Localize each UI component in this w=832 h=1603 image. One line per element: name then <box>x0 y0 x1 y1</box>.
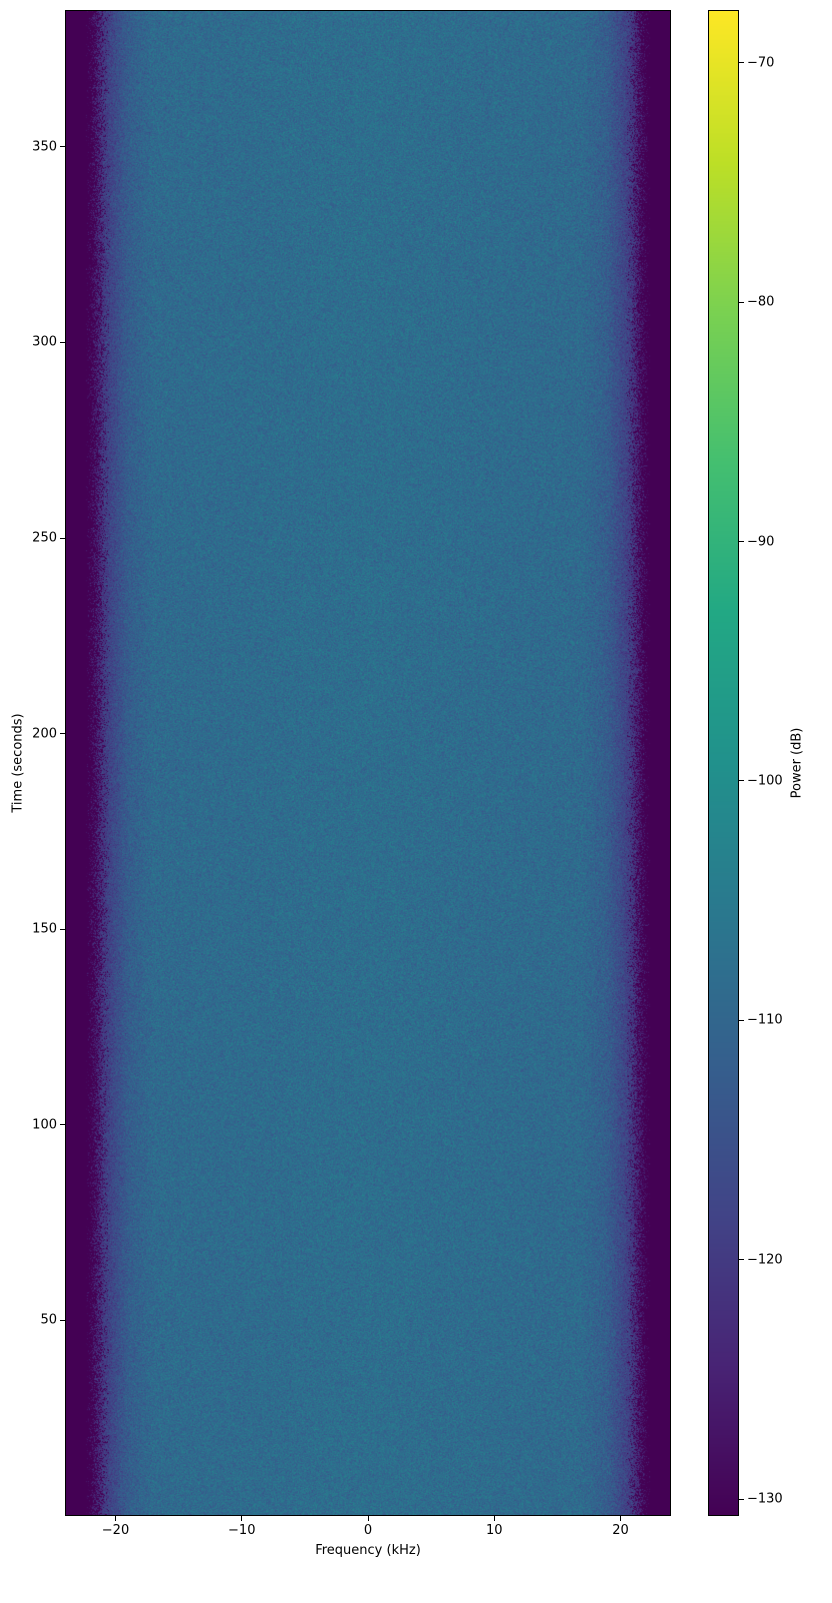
y-tick-label: 300 <box>32 335 57 350</box>
spectrogram-image <box>66 11 670 1515</box>
colorbar-tick-label: −100 <box>747 773 783 788</box>
y-tick <box>60 1124 65 1125</box>
colorbar-tick <box>739 302 744 303</box>
y-tick <box>60 1320 65 1321</box>
x-tick-label: 0 <box>364 1523 372 1538</box>
y-tick <box>60 342 65 343</box>
x-axis-label: Frequency (kHz) <box>315 1543 421 1558</box>
x-tick <box>115 1516 116 1521</box>
y-tick <box>60 733 65 734</box>
y-tick-label: 250 <box>32 531 57 546</box>
colorbar-tick-label: −120 <box>747 1252 783 1267</box>
colorbar-tick <box>739 1499 744 1500</box>
colorbar-tick <box>739 62 744 63</box>
colorbar-tick-label: −130 <box>747 1492 783 1507</box>
y-tick-label: 100 <box>32 1117 57 1132</box>
y-tick-label: 350 <box>32 139 57 154</box>
colorbar <box>708 10 739 1516</box>
colorbar-tick-label: −110 <box>747 1013 783 1028</box>
colorbar-tick-label: −90 <box>747 534 774 549</box>
y-tick <box>60 146 65 147</box>
colorbar-tick <box>739 541 744 542</box>
x-tick-label: −20 <box>102 1523 129 1538</box>
spectrogram-plot-area <box>65 10 671 1516</box>
y-tick-label: 150 <box>32 922 57 937</box>
x-tick <box>241 1516 242 1521</box>
colorbar-tick-label: −70 <box>747 55 774 70</box>
x-tick <box>620 1516 621 1521</box>
colorbar-tick <box>739 1259 744 1260</box>
colorbar-tick-label: −80 <box>747 295 774 310</box>
x-tick-label: 20 <box>612 1523 629 1538</box>
y-tick <box>60 929 65 930</box>
x-tick <box>368 1516 369 1521</box>
colorbar-tick <box>739 780 744 781</box>
x-tick-label: 10 <box>486 1523 503 1538</box>
colorbar-tick <box>739 1020 744 1021</box>
y-tick-label: 200 <box>32 726 57 741</box>
y-axis-label: Time (seconds) <box>11 713 26 812</box>
x-tick-label: −10 <box>228 1523 255 1538</box>
y-tick-label: 50 <box>40 1313 57 1328</box>
colorbar-label: Power (dB) <box>790 728 805 799</box>
x-tick <box>494 1516 495 1521</box>
y-tick <box>60 538 65 539</box>
